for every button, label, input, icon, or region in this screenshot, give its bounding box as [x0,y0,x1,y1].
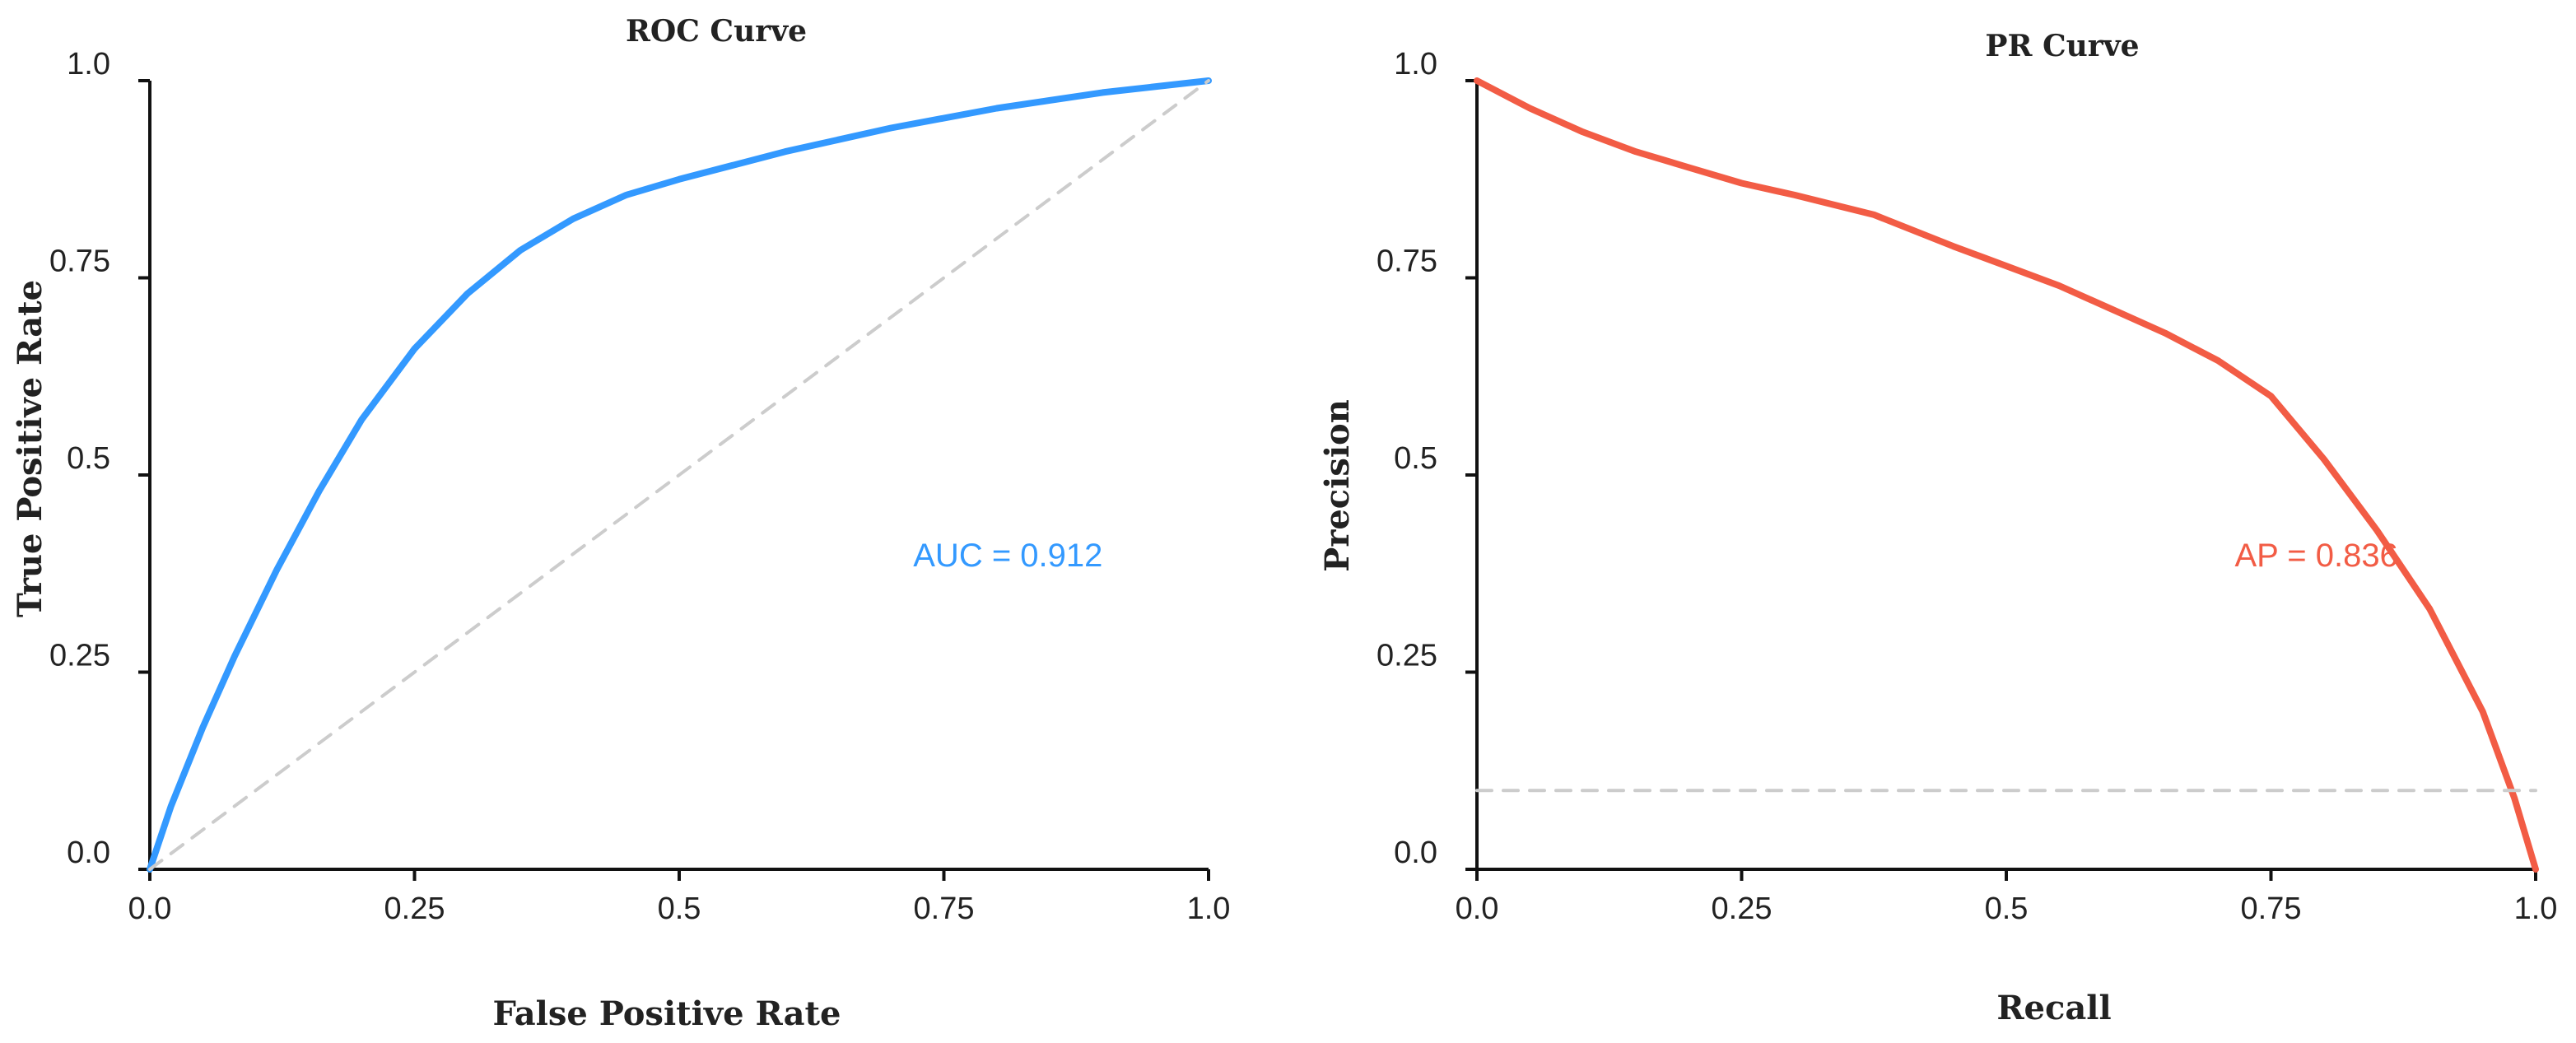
roc-series-chance [148,79,1210,871]
roc-y-tick-label: 1.0 [67,47,110,81]
roc-annotation: AUC = 0.912 [913,538,1102,574]
roc-series-roc [147,77,1212,873]
pr-x-tick-label: 0.25 [1712,892,1772,926]
roc-y-tick-label: 0.0 [67,836,110,870]
pr-ylabel: Precision [1318,399,1357,572]
pr-y-tick-label: 0.25 [1377,639,1437,673]
roc-y-tick-label: 0.25 [49,639,110,673]
pr-x-tick-label: 0.5 [1985,892,2029,926]
roc-x-tick-label: 1.0 [1187,892,1231,926]
pr-annotation: AP = 0.836 [2234,538,2397,574]
pr-series-pr [1474,77,2539,873]
pr-y-tick-label: 0.75 [1377,244,1437,279]
pr-xlabel: Recall [1996,989,2111,1027]
roc-x-tick-label: 0.5 [658,892,701,926]
roc-x-tick-label: 0.0 [128,892,172,926]
roc-y-tick-label: 0.5 [67,441,110,476]
roc-ylabel: True Positive Rate [11,280,49,617]
pr-title: PR Curve [1985,29,2139,63]
pr-y-tick-label: 0.5 [1394,441,1437,476]
roc-xlabel: False Positive Rate [493,994,841,1033]
roc-x-tick-label: 0.25 [384,892,445,926]
roc-title: ROC Curve [626,14,807,49]
pr-x-tick-label: 0.0 [1456,892,1499,926]
pr-x-tick-label: 0.75 [2241,892,2302,926]
pr-panel: PR Curve Recall Precision 0.0 0.25 0.5 0.75… [1318,29,2557,1027]
roc-x-tick-label: 0.75 [914,892,975,926]
pr-y-tick-label: 0.0 [1394,836,1437,870]
pr-x-tick-label: 1.0 [2514,892,2558,926]
roc-panel: ROC Curve False Positive Rate True Posit… [11,14,1230,1033]
pr-y-tick-label: 1.0 [1394,47,1437,81]
roc-y-tick-label: 0.75 [49,244,110,279]
